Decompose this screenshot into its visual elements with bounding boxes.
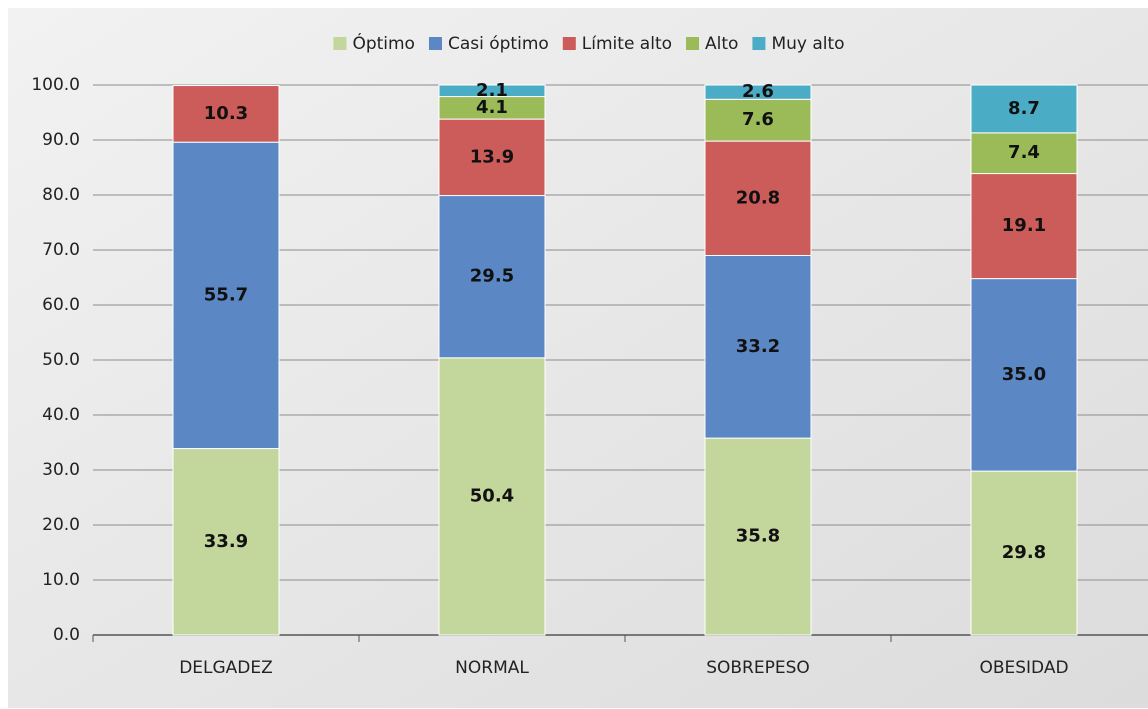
bar-segment <box>438 84 546 98</box>
y-tick-label: 70.0 <box>42 240 80 260</box>
bar-segment <box>172 85 280 143</box>
x-tick-label: DELGADEZ <box>179 658 273 678</box>
bar-segment <box>704 140 812 257</box>
data-label: 13.9 <box>470 146 514 167</box>
x-tick-label: NORMAL <box>455 658 529 678</box>
legend-label: Casi óptimo <box>448 34 549 54</box>
legend-label: Óptimo <box>352 32 415 54</box>
bar-segment <box>970 84 1078 134</box>
data-label: 29.5 <box>470 266 514 287</box>
y-tick-label: 0.0 <box>53 625 80 645</box>
data-label: 50.4 <box>470 485 514 506</box>
legend-label: Alto <box>705 34 738 54</box>
legend-swatch <box>333 37 347 50</box>
data-label: 35.0 <box>1002 364 1046 385</box>
bar-segment <box>438 357 546 636</box>
bar-segment <box>970 470 1078 636</box>
data-label: 33.9 <box>204 531 248 552</box>
y-tick-label: 50.0 <box>42 350 80 370</box>
y-tick-label: 40.0 <box>42 405 80 425</box>
bar-segment <box>438 118 546 197</box>
legend-label: Muy alto <box>771 34 844 54</box>
data-label: 2.6 <box>742 81 774 102</box>
data-label: 33.2 <box>736 336 780 357</box>
bar-segment <box>970 132 1078 175</box>
legend-swatch <box>428 37 442 50</box>
y-tick-label: 90.0 <box>42 130 80 150</box>
data-label: 35.8 <box>736 526 780 547</box>
x-tick-label: OBESIDAD <box>979 658 1068 678</box>
legend-swatch <box>686 37 700 50</box>
data-label: 2.1 <box>476 80 508 101</box>
y-tick-label: 80.0 <box>42 185 80 205</box>
data-label: 4.1 <box>476 97 508 118</box>
bar-segment <box>704 255 812 439</box>
y-tick-label: 30.0 <box>42 460 80 480</box>
data-label: 19.1 <box>1002 215 1046 236</box>
data-label: 55.7 <box>204 284 248 305</box>
data-label: 20.8 <box>736 187 780 208</box>
bar-segment <box>970 278 1078 472</box>
data-label: 7.6 <box>742 109 774 130</box>
bar-segment <box>172 141 280 450</box>
data-label: 8.7 <box>1008 98 1040 119</box>
data-label: 7.4 <box>1008 142 1040 163</box>
bar-segment <box>704 98 812 142</box>
y-tick-label: 20.0 <box>42 515 80 535</box>
y-tick-label: 100.0 <box>31 75 80 95</box>
y-tick-label: 60.0 <box>42 295 80 315</box>
bar-segment <box>970 173 1078 280</box>
y-tick-label: 10.0 <box>42 570 80 590</box>
bar-segment <box>704 437 812 636</box>
data-label: 10.3 <box>204 103 248 124</box>
bar-segment <box>438 195 546 359</box>
bar-segment <box>704 84 812 100</box>
data-label: 29.8 <box>1002 542 1046 563</box>
x-tick-label: SOBREPESO <box>706 658 810 678</box>
legend-swatch <box>752 37 766 50</box>
legend-swatch <box>562 37 576 50</box>
legend-label: Límite alto <box>582 34 672 54</box>
